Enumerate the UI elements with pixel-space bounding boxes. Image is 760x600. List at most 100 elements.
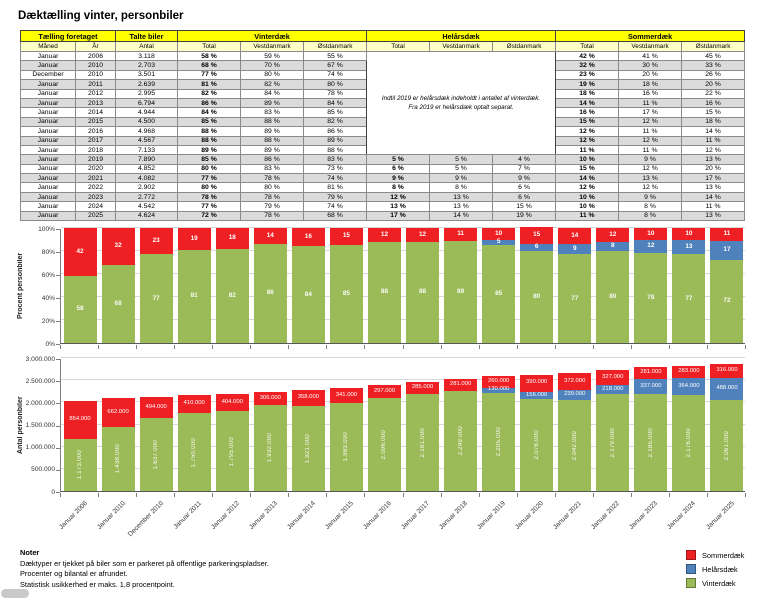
table-cell: 88 % — [240, 135, 304, 146]
table-cell: 14 % — [555, 173, 620, 184]
segment-vinterdæk: 84 — [291, 246, 325, 343]
x-axis-label: Januar 2021 — [552, 500, 584, 531]
segment-label: 156.000 — [526, 391, 548, 398]
bar-januar-2016: 88 12 — [367, 228, 401, 343]
table-cell: 12 % — [618, 163, 683, 175]
x-tick-mark — [60, 493, 61, 497]
segment-label: 364.000 — [678, 382, 700, 389]
segment-sommerdæk: 662.000 — [101, 397, 135, 428]
table-cell: 2.995 — [115, 88, 178, 99]
table-cell: Januar — [20, 88, 76, 99]
table-cell: 9 % — [366, 173, 430, 184]
segment-helårsdæk: 8 — [596, 241, 630, 251]
x-axis-label: Januar 2013 — [247, 500, 279, 531]
segment-sommerdæk: 12 — [367, 228, 401, 242]
segment-label: 260.000 — [487, 377, 510, 384]
y-tick-label: 3.000.000 — [25, 355, 55, 363]
table-cell: 3.118 — [115, 50, 178, 62]
y-tick-label: 60% — [41, 271, 55, 279]
y-tick-label: 0 — [51, 488, 55, 496]
gridline — [61, 445, 745, 447]
x-tick-mark — [630, 345, 632, 349]
segment-label: 2.185.000 — [647, 427, 654, 458]
notes-heading: Noter — [20, 548, 40, 557]
table-cell: 79 % — [303, 191, 367, 203]
table-cell: 85 % — [177, 116, 241, 128]
bar-januar-2019: 2.205.000 130.000 260.000 — [482, 375, 516, 491]
table-cell: 11 % — [618, 126, 683, 137]
legend-label: Sommerdæk — [702, 550, 745, 560]
segment-label: 78 — [647, 293, 655, 301]
x-tick-mark — [516, 493, 518, 497]
segment-label: 15 — [533, 231, 541, 239]
bar-januar-2006: 58 42 — [63, 228, 97, 343]
table-cell: 30 % — [618, 60, 683, 71]
x-tick-mark — [668, 493, 670, 497]
segment-label: 42 — [76, 247, 84, 255]
table-cell: 80 % — [177, 163, 241, 175]
table-cell: 55 % — [303, 50, 367, 62]
segment-label: 9 — [572, 245, 577, 253]
table-cell: Januar — [20, 126, 76, 137]
bar-januar-2022: 80 8 12 — [596, 228, 630, 343]
bar-januar-2020: 80 6 15 — [520, 226, 554, 343]
count-chart-plot-area: 1.173.000 854.000 1.438.000 662.000 1.637.00… — [60, 357, 745, 492]
table-cell: Januar — [20, 135, 76, 146]
segment-label: 89 — [457, 287, 465, 295]
horizontal-scrollbar-thumb[interactable] — [1, 589, 29, 598]
table-cell: 4.968 — [115, 126, 178, 137]
segment-vinterdæk: 1.795.000 — [215, 411, 249, 491]
table-cell: 22 % — [681, 88, 746, 99]
table-cell: 10 % — [555, 154, 620, 165]
segment-helårsdæk: 130.000 — [482, 387, 516, 394]
x-axis-label: Januar 2018 — [438, 500, 470, 531]
table-cell: 70 % — [240, 60, 304, 71]
y-tick-label: 0% — [45, 340, 55, 348]
table-column-header: Vestdanmark — [429, 41, 493, 52]
segment-label: 5 — [496, 238, 501, 246]
segment-label: 2.076.000 — [533, 430, 540, 460]
table-cell: Januar — [20, 97, 76, 109]
table-column-header: Østdanmark — [303, 41, 367, 52]
segment-label: 17 — [723, 246, 731, 254]
table-cell: 13 % — [618, 173, 683, 184]
table-cell: 78 % — [240, 210, 304, 222]
x-axis-label: Januar 2015 — [324, 500, 355, 531]
segment-label: 13 — [685, 242, 693, 250]
segment-label: 2.176.000 — [685, 428, 692, 458]
x-tick-mark — [668, 345, 670, 349]
segment-label: 297.000 — [373, 387, 396, 394]
x-tick-mark — [212, 345, 214, 349]
segment-label: 1.637.000 — [153, 440, 160, 470]
segment-vinterdæk: 1.921.000 — [291, 405, 325, 491]
bar-december-2010: 1.637.000 494.000 — [139, 396, 173, 491]
x-tick-mark — [745, 493, 746, 497]
table-cell: 2.772 — [115, 191, 178, 203]
table-row: Januar 2006 3.118 58 % 59 % 55 % Indtil 2019 e… — [20, 50, 746, 156]
table-cell: 4.500 — [115, 116, 178, 128]
table-cell: 15 % — [681, 107, 746, 118]
y-tick-mark — [56, 425, 60, 427]
table-row: Januar 2025 4.624 72 % 78 % 68 % 17 % 14 % 19 % 1… — [20, 210, 746, 222]
table-cell: 2025 — [75, 210, 116, 222]
segment-label: 316.000 — [716, 367, 738, 374]
table-cell: Januar — [20, 191, 76, 203]
segment-label: 239.000 — [564, 391, 586, 398]
table-cell: 16 % — [618, 88, 683, 99]
table-cell: 11 % — [618, 97, 683, 109]
table-cell: 6 % — [491, 191, 557, 203]
y-tick-label: 40% — [41, 294, 55, 302]
table-column-header: Total — [177, 41, 241, 52]
segment-label: 19 — [190, 234, 198, 242]
table-cell: 83 % — [303, 154, 367, 165]
table-cell: 32 % — [555, 60, 620, 71]
segment-helårsdæk: 12 — [634, 239, 668, 254]
segment-sommerdæk: 15 — [329, 228, 363, 246]
segment-vinterdæk: 2.042.000 — [558, 400, 592, 491]
table-cell: 5 % — [429, 154, 493, 165]
bar-januar-2018: 89 11 — [444, 228, 478, 343]
bar-januar-2025: 2.061.000 488.000 316.000 — [710, 364, 744, 491]
segment-label: 68 — [114, 299, 122, 307]
table-cell: 73 % — [303, 163, 367, 175]
table-cell: 81 % — [303, 182, 367, 193]
